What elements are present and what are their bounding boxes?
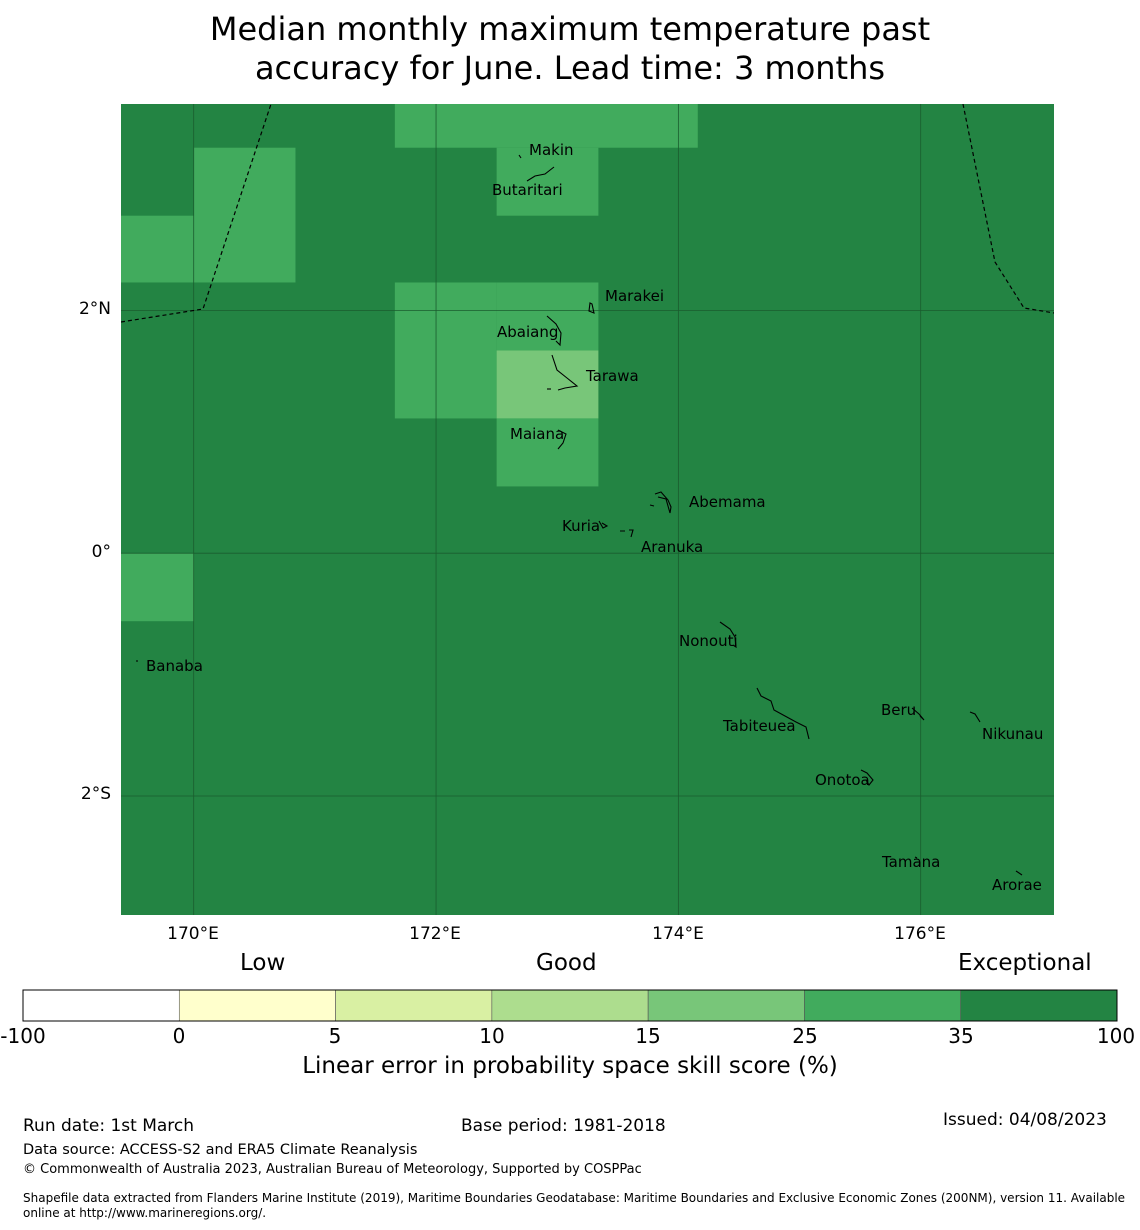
colorbar-bin: [178, 989, 336, 1022]
lon-label-172e: 172°E: [409, 924, 461, 944]
island-label-onotoa: Onotoa: [815, 771, 870, 789]
title-line-1: Median monthly maximum temperature past: [209, 10, 931, 48]
copyright: © Commonwealth of Australia 2023, Austra…: [23, 1162, 642, 1177]
island-label-abaiang: Abaiang: [497, 323, 558, 341]
island-label-tabiteuea: Tabiteuea: [722, 717, 796, 735]
map-canvas: Makin Butaritari Marakei Abaiang Tarawa …: [22, 104, 1118, 1022]
graticule: [121, 104, 1054, 915]
eez-boundaries: [121, 104, 1054, 323]
colorbar-tick: 5: [328, 1024, 342, 1048]
skill-cell: [496, 350, 599, 419]
lat-label-2s: 2°S: [80, 784, 111, 804]
island-label-banaba: Banaba: [146, 657, 203, 675]
colorbar-tick: 25: [792, 1024, 818, 1048]
maiana-outline: [557, 429, 567, 450]
skill-cell: [496, 147, 599, 216]
map-title: Median monthly maximum temperature past …: [0, 10, 1140, 88]
skill-grid: [121, 104, 698, 622]
abemama-islet: [649, 504, 655, 507]
colorbar-bin: [960, 989, 1118, 1022]
colorbar-tick: 0: [172, 1024, 186, 1048]
island-label-makin: Makin: [529, 141, 574, 159]
makin-outline: [518, 154, 522, 159]
colorbar-tick: 100: [1096, 1024, 1136, 1048]
colorbar-bin: [335, 989, 493, 1022]
island-label-beru: Beru: [881, 701, 916, 719]
marakei-outline: [588, 302, 595, 314]
island-label-butaritari: Butaritari: [492, 181, 563, 199]
island-label-tamana: Tamana: [881, 853, 940, 871]
eez-boundary-east: [962, 104, 1054, 314]
shapefile-credit-line-2: online at http://www.marineregions.org/.: [23, 1206, 267, 1220]
island-label-marakei: Marakei: [605, 287, 664, 305]
lat-label-2n: 2°N: [78, 299, 111, 319]
aranuka-outline: [620, 529, 634, 538]
colorbar-bin: [804, 989, 962, 1022]
tarawa-outline: [551, 354, 579, 391]
colorbar-bin: [647, 989, 805, 1022]
lon-label-176e: 176°E: [894, 924, 946, 944]
shapefile-credit-line-1: Shapefile data extracted from Flanders M…: [23, 1191, 1126, 1205]
skill-cell: [394, 104, 698, 148]
skill-cell: [193, 147, 296, 283]
arorae-outline: [1015, 870, 1023, 876]
colorbar-tick: 15: [635, 1024, 661, 1048]
colorbar-title: Linear error in probability space skill …: [302, 1053, 838, 1079]
onotoa-outline: [860, 769, 874, 786]
skill-cell: [496, 418, 599, 487]
abemama-outline: [654, 491, 672, 514]
eez-boundary-west: [121, 104, 272, 323]
island-label-tarawa: Tarawa: [585, 367, 639, 385]
category-low: Low: [240, 950, 286, 976]
island-label-kuria: Kuria: [562, 517, 600, 535]
colorbar-tick: -100: [0, 1024, 46, 1048]
category-good: Good: [536, 950, 597, 976]
island-label-aranuka: Aranuka: [641, 538, 703, 556]
lon-label-174e: 174°E: [652, 924, 704, 944]
kuria-outline: [598, 520, 609, 529]
island-label-abemama: Abemama: [689, 493, 766, 511]
abaiang-outline: [546, 315, 562, 347]
base-period: Base period: 1981-2018: [461, 1116, 666, 1136]
lon-label-170e: 170°E: [167, 924, 219, 944]
island-outlines: [136, 154, 1023, 876]
island-label-arorae: Arorae: [992, 876, 1042, 894]
nonouti-outline: [719, 621, 737, 649]
data-source: Data source: ACCESS-S2 and ERA5 Climate …: [23, 1142, 418, 1158]
skill-cell: [121, 215, 194, 283]
colorbar-bin: [22, 989, 180, 1022]
nikunau-outline: [969, 711, 981, 723]
tabiteuea-outline: [756, 687, 810, 740]
lat-label-0: 0°: [91, 542, 111, 562]
colorbar-frame: [22, 989, 1118, 1022]
issued-date: Issued: 04/08/2023: [943, 1110, 1107, 1130]
island-label-nikunau: Nikunau: [982, 725, 1043, 743]
title-line-2: accuracy for June. Lead time: 3 months: [254, 49, 886, 87]
island-label-nonouti: Nonouti: [679, 632, 738, 650]
colorbar: [22, 989, 1118, 1022]
island-label-maiana: Maiana: [510, 425, 564, 443]
colorbar-tick: 10: [479, 1024, 505, 1048]
tamana-outline: [914, 856, 918, 859]
butaritari-outline: [526, 166, 555, 182]
category-exceptional: Exceptional: [958, 950, 1092, 976]
beru-outline: [911, 707, 925, 721]
run-date: Run date: 1st March: [23, 1116, 195, 1136]
colorbar-tick: 35: [948, 1024, 974, 1048]
skill-cell: [394, 282, 497, 419]
island-labels: Makin Butaritari Marakei Abaiang Tarawa …: [146, 141, 1043, 894]
skill-cell: [121, 553, 194, 622]
colorbar-bin: [491, 989, 649, 1022]
